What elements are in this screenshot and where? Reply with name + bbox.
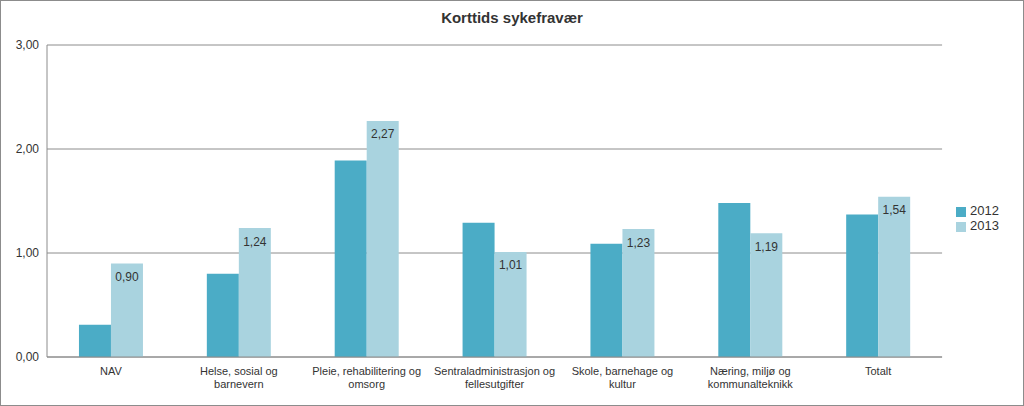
html-text:Korttids sykefravær: Korttids sykefravær — [441, 9, 583, 26]
svg-text:NAV: NAV — [100, 365, 122, 377]
svg-text:1,54: 1,54 — [882, 203, 906, 217]
svg-text:2,27: 2,27 — [371, 127, 395, 141]
svg-text:Sentraladministrasjon ogfelles: Sentraladministrasjon ogfellesutgifter — [434, 365, 555, 390]
svg-text:Pleie, rehabilitering ogomsorg: Pleie, rehabilitering ogomsorg — [312, 365, 421, 390]
svg-text:Næring, miljø ogkommunalteknik: Næring, miljø ogkommunalteknikk — [708, 365, 793, 390]
svg-text:1,19: 1,19 — [755, 240, 779, 254]
html-text:2012: 2012 — [970, 203, 999, 218]
svg-text:1,00: 1,00 — [16, 246, 40, 260]
svg-text:Helse, sosial ogbarnevern: Helse, sosial ogbarnevern — [200, 365, 278, 390]
svg-text:0,90: 0,90 — [115, 270, 139, 284]
svg-text:1,24: 1,24 — [243, 235, 267, 249]
svg-text:0,00: 0,00 — [16, 350, 40, 364]
svg-text:2,00: 2,00 — [16, 142, 40, 156]
svg-text:1,01: 1,01 — [499, 258, 523, 272]
svg-text:Totalt: Totalt — [865, 365, 891, 377]
html-text:2013: 2013 — [970, 218, 999, 233]
svg-text:1,23: 1,23 — [627, 236, 651, 250]
svg-text:3,00: 3,00 — [16, 38, 40, 52]
svg-text:Skole, barnehage ogkultur: Skole, barnehage ogkultur — [572, 365, 674, 390]
